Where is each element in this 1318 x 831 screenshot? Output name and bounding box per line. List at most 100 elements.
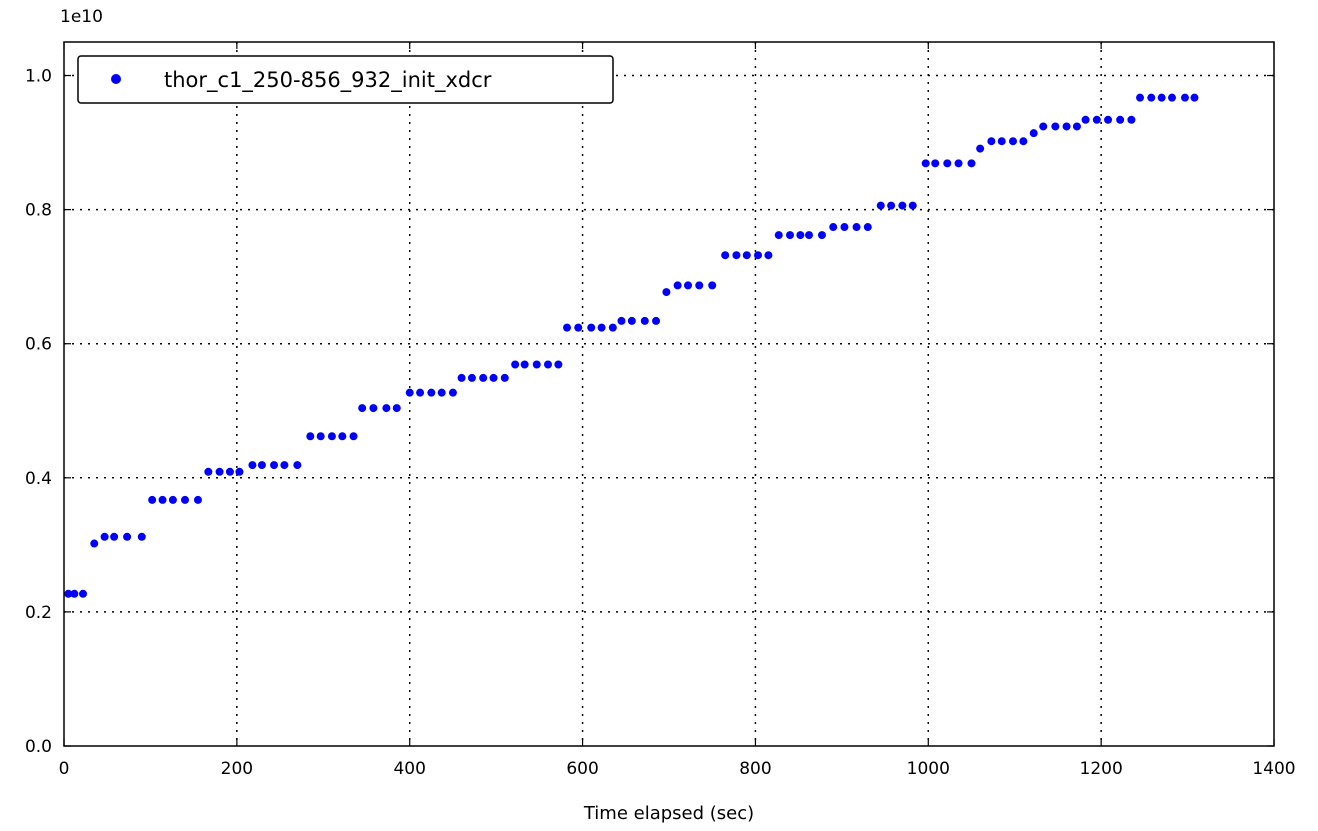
data-point xyxy=(100,532,109,541)
data-point xyxy=(1081,115,1090,124)
data-point xyxy=(270,461,279,470)
data-point xyxy=(137,532,146,541)
data-point xyxy=(467,373,476,382)
data-point xyxy=(500,373,509,382)
data-point xyxy=(1062,122,1071,131)
y-tick-label: 0.6 xyxy=(25,335,52,355)
data-point xyxy=(587,323,596,332)
data-point xyxy=(708,281,717,290)
data-point xyxy=(732,251,741,260)
data-point xyxy=(248,461,257,470)
data-point xyxy=(520,360,529,369)
data-point xyxy=(1157,93,1166,102)
data-point xyxy=(908,201,917,210)
data-point xyxy=(876,201,885,210)
legend-label: thor_c1_250-856_932_init_xdcr xyxy=(164,68,492,93)
data-point xyxy=(695,281,704,290)
data-point xyxy=(742,251,751,260)
data-point xyxy=(1168,93,1177,102)
data-point xyxy=(786,231,794,240)
data-point xyxy=(215,467,224,476)
data-point xyxy=(148,495,157,504)
data-point xyxy=(1008,137,1017,146)
data-point xyxy=(796,231,805,240)
data-point xyxy=(1190,93,1199,102)
data-point xyxy=(306,432,315,441)
data-point xyxy=(392,404,401,413)
data-point xyxy=(358,404,367,413)
data-point xyxy=(437,388,446,397)
data-point xyxy=(967,159,976,168)
data-point xyxy=(168,495,177,504)
data-point xyxy=(662,288,671,297)
data-point xyxy=(597,323,606,332)
data-point xyxy=(1092,115,1101,124)
data-point xyxy=(448,388,457,397)
data-point xyxy=(193,495,202,504)
data-point xyxy=(427,388,436,397)
data-point xyxy=(489,373,498,382)
data-point xyxy=(987,137,996,146)
data-point xyxy=(997,137,1006,146)
y-tick-label: 1.0 xyxy=(25,67,52,87)
data-point xyxy=(1180,93,1189,102)
y-tick-label: 0.0 xyxy=(25,737,52,757)
x-tick-label: 200 xyxy=(221,759,253,779)
x-tick-label: 600 xyxy=(566,759,598,779)
legend: thor_c1_250-856_932_init_xdcr xyxy=(77,55,614,104)
grid-lines xyxy=(64,42,1274,746)
data-point xyxy=(1072,122,1081,131)
data-point xyxy=(652,316,661,325)
data-point xyxy=(1116,115,1125,124)
data-point xyxy=(280,461,289,470)
axis-ticks xyxy=(63,42,1275,747)
x-tick-label: 1000 xyxy=(907,759,950,779)
data-point xyxy=(617,316,626,325)
data-point xyxy=(416,388,425,397)
data-point xyxy=(158,495,167,504)
data-point xyxy=(511,360,520,369)
data-point xyxy=(479,373,488,382)
data-point xyxy=(79,589,88,598)
data-point xyxy=(204,467,213,476)
data-point xyxy=(721,251,730,260)
data-point xyxy=(684,281,693,290)
data-point xyxy=(257,461,266,470)
data-point xyxy=(1019,137,1028,146)
data-point xyxy=(1147,93,1156,102)
x-tick-label: 0 xyxy=(59,759,70,779)
y-axis-offset-label: 1e10 xyxy=(60,7,103,27)
x-tick-label: 1200 xyxy=(1080,759,1123,779)
data-point xyxy=(829,223,838,232)
data-point xyxy=(405,388,414,397)
data-point xyxy=(921,159,930,168)
data-point xyxy=(1127,115,1136,124)
data-point xyxy=(1051,122,1060,131)
data-point xyxy=(181,495,189,504)
data-point xyxy=(349,432,358,441)
y-tick-label: 0.4 xyxy=(25,469,52,489)
data-point xyxy=(532,360,541,369)
data-point xyxy=(852,223,861,232)
data-point xyxy=(863,223,872,232)
data-point xyxy=(898,201,907,210)
plot-frame xyxy=(63,41,1275,747)
data-point xyxy=(457,373,466,382)
data-point xyxy=(225,467,234,476)
data-point xyxy=(608,323,617,332)
legend-marker xyxy=(111,74,121,84)
data-point xyxy=(293,461,302,470)
data-point xyxy=(887,201,896,210)
data-point xyxy=(943,159,952,168)
data-point xyxy=(805,231,814,240)
data-point xyxy=(544,360,552,369)
data-points xyxy=(64,93,1199,598)
tick-labels: 0 200 400 600 800 1000 1200 1400 0.0 0.2 0.4 0.6 0.8… xyxy=(25,67,1296,779)
data-point xyxy=(574,323,583,332)
data-point xyxy=(640,316,649,325)
data-point xyxy=(64,589,73,598)
y-tick-label: 0.8 xyxy=(25,201,52,221)
legend-box xyxy=(77,55,614,104)
data-point xyxy=(90,539,99,548)
